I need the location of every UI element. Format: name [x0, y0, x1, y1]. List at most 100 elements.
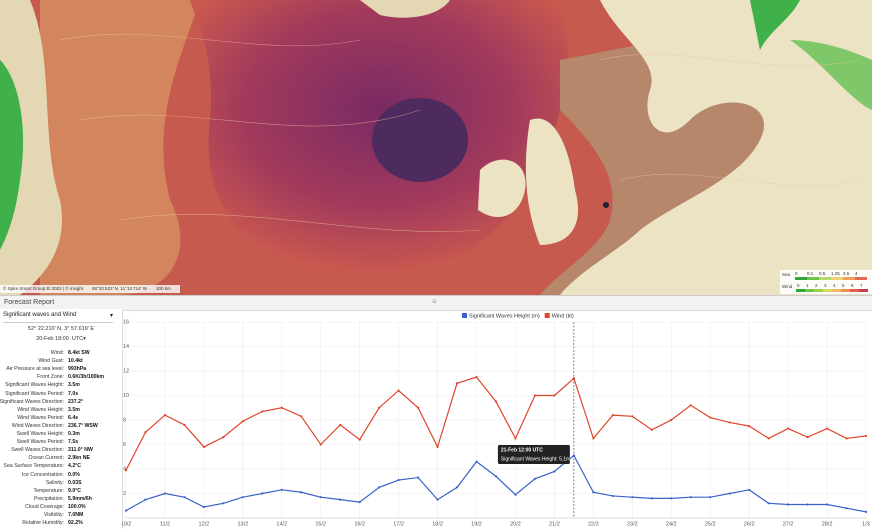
reading-label: Visibility:: [43, 512, 64, 518]
legend-label: Sea: [782, 272, 791, 277]
data-point: [709, 496, 712, 499]
reading-label: Significant Waves Period:: [5, 390, 64, 397]
legend-swatch: [796, 289, 805, 292]
data-point: [592, 491, 595, 494]
reading-value: 7.5s: [68, 439, 79, 446]
x-tick-label: 16/2: [354, 521, 365, 527]
reading-value: 92.2%: [68, 520, 83, 527]
data-point: [533, 394, 537, 397]
reading-row: Wind Waves Direction: 236.7° WSW: [0, 422, 122, 430]
reading-value: 7.0NM: [68, 512, 84, 518]
x-tick-label: 15/2: [315, 521, 326, 527]
land: [478, 159, 526, 218]
data-point: [358, 438, 361, 441]
tooltip-text: Significant Waves Height: 5.1m: [501, 456, 570, 462]
reading-row: Cloud Coverage: 100.0%: [0, 503, 122, 511]
data-point: [261, 410, 264, 413]
x-tick-label: 17/2: [393, 521, 404, 527]
reading-value: 3.5m: [68, 382, 80, 389]
land: [790, 40, 872, 110]
x-tick-label: 10/2: [122, 521, 131, 527]
data-point: [787, 503, 790, 506]
layer-select[interactable]: Significant waves and Wind ▾: [3, 312, 113, 323]
reading-row: Swell Waves Direction: 311.0° NW: [0, 446, 122, 454]
land: [0, 0, 62, 295]
x-tick-label: 26/2: [744, 521, 755, 527]
reading-row: Wind: 8.4kt SW: [0, 349, 122, 357]
drag-handle[interactable]: ≡: [432, 297, 437, 306]
series-line: [125, 454, 867, 513]
time-select[interactable]: 20-Feb 18:00 UTC▾: [36, 336, 86, 342]
location-pin[interactable]: [603, 202, 609, 208]
data-point: [222, 502, 225, 505]
storm-core: [372, 98, 468, 182]
coordinates: 58°33.522' N, 11°13.714' W: [92, 286, 148, 291]
reading-row: Sea Surface Temperature: 4.2°C: [0, 462, 122, 470]
data-point: [670, 497, 673, 500]
panel-header: Forecast Report ≡: [0, 295, 872, 311]
data-point: [183, 496, 186, 499]
sea-zone: [40, 0, 200, 295]
data-point: [455, 382, 459, 385]
x-tick-label: 12/2: [199, 521, 210, 527]
legend-label: Wind (kt): [552, 313, 574, 319]
timezone: UTC: [71, 336, 84, 342]
reading-label: Sea Surface Temperature:: [3, 463, 64, 470]
reading-value: 0.0%: [68, 471, 80, 478]
legend-swatch: [841, 289, 850, 292]
data-point: [475, 460, 478, 463]
y-tick-label: 4: [123, 466, 126, 472]
reading-row: Ocean Current: 2.9kn NE: [0, 454, 122, 462]
x-tick-label: 22/2: [588, 521, 599, 527]
reading-row: Front Zone: 0.6K/3h/100km: [0, 373, 122, 381]
reading-label: Ocean Current:: [28, 455, 64, 462]
panel-title: Forecast Report: [4, 299, 55, 306]
weather-map[interactable]: © Spire Smart Group El 2022 | © Insight …: [0, 0, 872, 295]
reading-value: 2.9kn NE: [68, 455, 90, 462]
legend-swatch: [544, 313, 550, 318]
data-point: [339, 423, 342, 426]
data-point: [397, 478, 400, 482]
x-tick-label: 20/2: [510, 521, 521, 527]
land: [0, 60, 24, 250]
data-point: [124, 469, 128, 472]
data-point: [494, 400, 498, 403]
data-point: [494, 475, 498, 478]
data-point: [202, 445, 205, 449]
legend-tick: 5: [842, 283, 845, 288]
legend-swatch: [855, 277, 867, 280]
data-point: [436, 498, 439, 501]
reading-label: Swell Waves Direction:: [11, 447, 64, 454]
data-point: [300, 415, 303, 418]
data-point: [202, 505, 205, 509]
position: 52° 22.210' N, 3° 57.619' E: [27, 326, 95, 332]
legend-swatch: [795, 277, 807, 280]
reading-row: Temperature: 9.0°C: [0, 487, 122, 495]
reading-value: 10.4kt: [68, 358, 83, 365]
legend-tick: 7: [860, 283, 863, 288]
legend-label: Significant Waves Height (m): [469, 313, 540, 319]
land: [360, 0, 450, 18]
data-point: [825, 503, 829, 506]
reading-value: 237.2°: [68, 398, 84, 405]
x-tick-label: 27/2: [783, 521, 794, 527]
reading-label: Swell Waves Height:: [16, 431, 64, 437]
x-tick-label: 18/2: [432, 521, 443, 527]
data-point: [864, 510, 868, 513]
land: [560, 0, 872, 295]
data-point: [183, 423, 186, 426]
reading-label: Temperature:: [33, 487, 64, 494]
reading-value: 100.0%: [68, 503, 86, 510]
data-point: [670, 418, 673, 422]
data-point: [592, 437, 595, 440]
legend-swatch: [462, 313, 467, 318]
data-point: [689, 404, 692, 407]
reading-row: Wind Waves Period: 6.4s: [0, 414, 122, 422]
reading-row: Relative Humidity: 92.2%: [0, 519, 122, 527]
x-tick-label: 24/2: [666, 521, 677, 527]
legend-tick: 2: [815, 283, 818, 288]
reading-label: Air Pressure at sea level:: [6, 366, 64, 373]
reading-value: 7.0s: [68, 390, 79, 397]
data-point: [631, 415, 634, 418]
y-tick-label: 8: [123, 417, 126, 423]
